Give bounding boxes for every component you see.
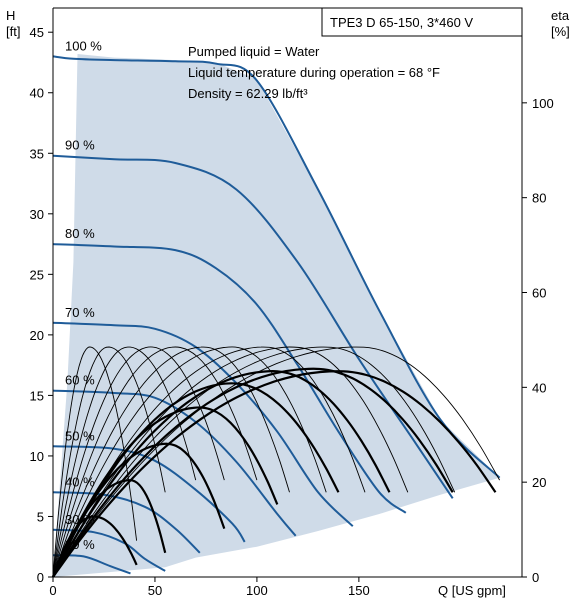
- efficiency-curve: [52, 382, 340, 578]
- y-left-tick-label: 40: [30, 86, 44, 101]
- y-right-tick-label: 60: [532, 286, 546, 301]
- efficiency-curve: [52, 370, 391, 578]
- speed-curve-label: 70 %: [65, 305, 95, 320]
- x-tick-label: 150: [348, 583, 370, 598]
- speed-curve-labels: 100 % 90 % 80 % 70 % 60 % 50 % 40 % 30 % 20 %: [65, 38, 102, 552]
- speed-curve-label: 50 %: [65, 428, 95, 443]
- speed-curve: [52, 243, 407, 514]
- axis-ticks: 0 5 10 15 20 25 30 35 40 45 0 20 40 60 80 100 0 50 100 150: [30, 25, 554, 598]
- info-pumped-liquid: Pumped liquid = Water: [188, 44, 320, 59]
- x-tick-label: 0: [49, 583, 56, 598]
- y-left-tick-label: 25: [30, 267, 44, 282]
- y-left-tick-label: 10: [30, 449, 44, 464]
- speed-curve-label: 40 %: [65, 474, 95, 489]
- y-left-tick-label: 35: [30, 146, 44, 161]
- y-left-tick-label: 45: [30, 25, 44, 40]
- y-axis-right-label-line2: [%]: [551, 24, 570, 39]
- speed-curve: [52, 55, 501, 479]
- y-left-tick-label: 0: [37, 570, 44, 585]
- y-left-tick-label: 15: [30, 388, 44, 403]
- y-right-tick-label: 0: [532, 570, 539, 585]
- info-density: Density = 62.29 lb/ft³: [188, 86, 308, 101]
- speed-curve-label: 90 %: [65, 138, 95, 153]
- efficiency-curve: [52, 346, 138, 578]
- efficiency-curve: [52, 346, 409, 578]
- info-liquid-temperature: Liquid temperature during operation = 68…: [188, 65, 440, 80]
- efficiency-curve: [51, 406, 279, 578]
- y-right-tick-label: 100: [532, 96, 554, 111]
- y-axis-left-label-line1: H: [6, 8, 15, 23]
- x-axis-label: Q [US gpm]: [438, 583, 506, 598]
- efficiency-curves: [51, 346, 500, 578]
- speed-curve-label: 80 %: [65, 226, 95, 241]
- x-tick-label: 100: [246, 583, 268, 598]
- x-tick-label: 50: [148, 583, 162, 598]
- efficiency-curve: [52, 346, 500, 578]
- speed-curve-label: 20 %: [65, 537, 95, 552]
- speed-curve-label: 60 %: [65, 373, 95, 388]
- chart-title: TPE3 D 65-150, 3*460 V: [330, 15, 473, 30]
- efficiency-curve: [52, 346, 456, 578]
- speed-curve-label: 30 %: [65, 512, 95, 527]
- y-axis-left-label-line2: [ft]: [6, 24, 20, 39]
- y-right-tick-label: 40: [532, 380, 546, 395]
- title-box: [321, 7, 523, 37]
- y-right-tick-label: 80: [532, 191, 546, 206]
- y-left-tick-label: 20: [30, 328, 44, 343]
- speed-curve: [52, 321, 354, 527]
- efficiency-curve: [52, 346, 197, 578]
- y-left-tick-label: 5: [37, 509, 44, 524]
- y-right-tick-label: 20: [532, 475, 546, 490]
- efficiency-curve: [52, 346, 327, 578]
- efficiency-curve: [52, 367, 454, 578]
- speed-curve: [52, 154, 454, 499]
- y-left-tick-label: 30: [30, 207, 44, 222]
- efficiency-curve: [52, 346, 166, 578]
- y-axis-right-label-line1: eta: [551, 8, 570, 23]
- speed-curve-label: 100 %: [65, 38, 102, 53]
- efficiency-curve: [52, 346, 290, 578]
- speed-curve: [52, 491, 201, 554]
- efficiency-curve: [52, 370, 497, 578]
- speed-curves: [52, 55, 501, 575]
- speed-curve: [52, 445, 246, 543]
